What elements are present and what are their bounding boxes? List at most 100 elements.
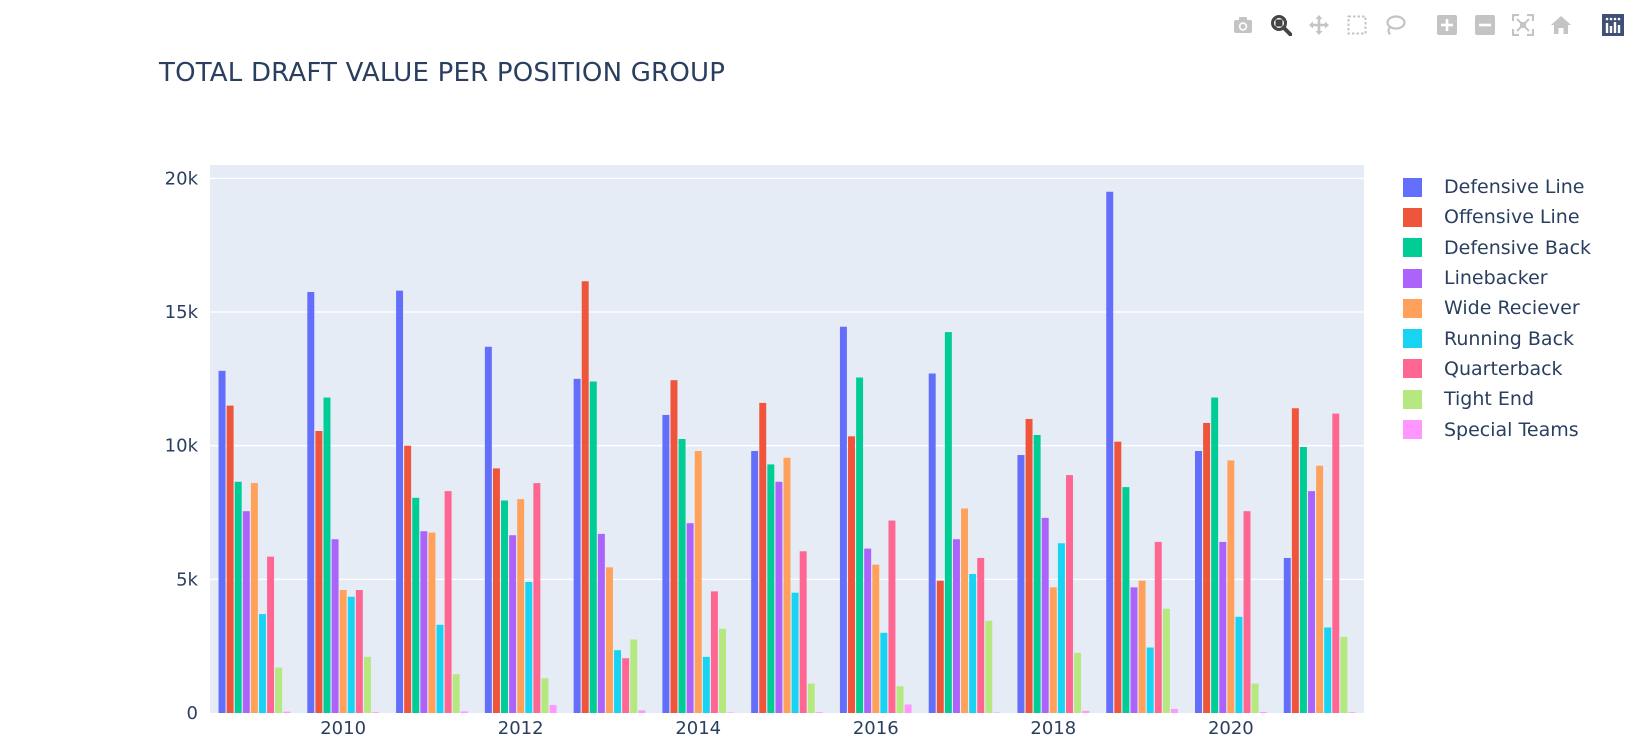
bar-linebacker-2010[interactable] [331, 539, 339, 713]
bar-special-teams-2015[interactable] [815, 712, 823, 713]
bar-tight-end-2016[interactable] [896, 686, 904, 713]
bar-quarterback-2013[interactable] [622, 658, 630, 713]
legend-item[interactable]: Tight End [1403, 384, 1591, 414]
bar-linebacker-2012[interactable] [509, 535, 517, 713]
bar-offensive-line-2012[interactable] [492, 468, 500, 713]
bar-offensive-line-2016[interactable] [848, 436, 855, 713]
bar-tight-end-2009[interactable] [275, 667, 283, 713]
bar-wide-reciever-2020[interactable] [1227, 460, 1235, 713]
bar-linebacker-2016[interactable] [864, 548, 872, 713]
legend-item[interactable]: Defensive Line [1403, 172, 1591, 202]
bar-linebacker-2011[interactable] [420, 531, 428, 713]
autoscale-button[interactable] [1506, 10, 1540, 40]
bar-defensive-back-2020[interactable] [1211, 397, 1219, 713]
bar-special-teams-2012[interactable] [549, 704, 557, 713]
legend-item[interactable]: Linebacker [1403, 263, 1591, 293]
bar-defensive-line-2019[interactable] [1106, 191, 1114, 714]
bar-defensive-back-2010[interactable] [323, 397, 331, 713]
bar-linebacker-2014[interactable] [686, 523, 694, 713]
bar-running-back-2014[interactable] [702, 656, 710, 713]
bar-special-teams-2016[interactable] [904, 704, 912, 713]
bar-defensive-back-2014[interactable] [678, 439, 686, 713]
bar-linebacker-2009[interactable] [242, 511, 250, 713]
bar-defensive-line-2017[interactable] [928, 373, 936, 713]
bar-offensive-line-2010[interactable] [315, 430, 323, 713]
bar-quarterback-2020[interactable] [1243, 511, 1251, 713]
bar-quarterback-2014[interactable] [710, 591, 718, 713]
bar-linebacker-2013[interactable] [597, 533, 605, 713]
plotly-logo-button[interactable] [1596, 10, 1630, 40]
bar-running-back-2015[interactable] [791, 592, 799, 713]
bar-quarterback-2019[interactable] [1154, 541, 1162, 713]
bar-special-teams-2013[interactable] [638, 710, 646, 713]
bar-quarterback-2018[interactable] [1066, 475, 1073, 713]
bar-defensive-line-2012[interactable] [484, 346, 492, 713]
bar-tight-end-2010[interactable] [363, 656, 371, 713]
bar-defensive-line-2009[interactable] [218, 370, 226, 713]
bar-defensive-line-2013[interactable] [573, 378, 581, 713]
bar-special-teams-2011[interactable] [460, 711, 468, 713]
legend-item[interactable]: Wide Reciever [1403, 293, 1591, 323]
bar-offensive-line-2018[interactable] [1025, 418, 1033, 713]
bar-special-teams-2017[interactable] [993, 712, 1001, 713]
bar-running-back-2019[interactable] [1146, 647, 1154, 713]
bar-running-back-2012[interactable] [525, 582, 533, 713]
bar-linebacker-2021[interactable] [1308, 491, 1316, 713]
bar-special-teams-2014[interactable] [727, 712, 735, 713]
bar-offensive-line-2017[interactable] [936, 580, 944, 713]
zoom-out-button[interactable] [1468, 10, 1502, 40]
bar-special-teams-2018[interactable] [1082, 710, 1090, 713]
bar-running-back-2010[interactable] [347, 596, 355, 713]
bar-tight-end-2014[interactable] [719, 628, 726, 713]
bar-tight-end-2015[interactable] [807, 683, 815, 713]
bar-running-back-2017[interactable] [969, 574, 977, 713]
bar-tight-end-2012[interactable] [541, 678, 549, 713]
bar-linebacker-2020[interactable] [1219, 541, 1227, 713]
bar-wide-reciever-2019[interactable] [1138, 580, 1146, 713]
lasso-select-button[interactable] [1378, 10, 1412, 40]
bar-defensive-line-2014[interactable] [662, 414, 670, 713]
bar-wide-reciever-2018[interactable] [1049, 587, 1057, 713]
bar-special-teams-2009[interactable] [283, 711, 291, 713]
bar-defensive-line-2020[interactable] [1195, 451, 1202, 713]
bar-special-teams-2019[interactable] [1170, 708, 1178, 713]
bar-tight-end-2017[interactable] [985, 620, 993, 713]
bar-defensive-back-2017[interactable] [944, 332, 952, 713]
bar-offensive-line-2020[interactable] [1203, 422, 1211, 713]
bar-defensive-back-2009[interactable] [234, 481, 242, 713]
bar-tight-end-2011[interactable] [452, 674, 460, 713]
bar-quarterback-2015[interactable] [799, 551, 807, 713]
bar-defensive-back-2019[interactable] [1122, 487, 1130, 713]
bar-quarterback-2017[interactable] [977, 557, 985, 713]
bar-special-teams-2020[interactable] [1259, 711, 1267, 713]
bar-defensive-line-2010[interactable] [307, 291, 315, 713]
bar-offensive-line-2011[interactable] [404, 445, 412, 713]
bar-offensive-line-2015[interactable] [759, 402, 767, 713]
bar-running-back-2013[interactable] [614, 650, 622, 713]
home-button[interactable] [1544, 10, 1578, 40]
legend-item[interactable]: Special Teams [1403, 414, 1591, 444]
bar-offensive-line-2021[interactable] [1291, 408, 1299, 713]
bar-tight-end-2018[interactable] [1074, 652, 1082, 713]
bar-defensive-back-2018[interactable] [1033, 434, 1041, 713]
bar-wide-reciever-2014[interactable] [694, 451, 702, 713]
bar-defensive-back-2011[interactable] [412, 497, 420, 713]
bar-quarterback-2021[interactable] [1332, 413, 1340, 713]
legend-item[interactable]: Quarterback [1403, 354, 1591, 384]
bar-defensive-line-2021[interactable] [1283, 557, 1291, 713]
bar-quarterback-2009[interactable] [267, 556, 275, 713]
zoom-in-button[interactable] [1430, 10, 1464, 40]
bar-defensive-line-2015[interactable] [751, 451, 759, 713]
bar-linebacker-2018[interactable] [1041, 517, 1049, 713]
bar-running-back-2009[interactable] [258, 614, 266, 713]
zoom-button[interactable] [1264, 10, 1298, 40]
bar-offensive-line-2013[interactable] [581, 281, 589, 713]
bar-wide-reciever-2010[interactable] [339, 590, 347, 713]
bar-quarterback-2016[interactable] [888, 520, 896, 713]
bar-tight-end-2021[interactable] [1340, 636, 1348, 713]
bar-wide-reciever-2017[interactable] [961, 508, 969, 714]
bar-defensive-line-2011[interactable] [396, 290, 404, 713]
bar-tight-end-2019[interactable] [1162, 608, 1170, 713]
box-select-button[interactable] [1340, 10, 1374, 40]
legend-item[interactable]: Running Back [1403, 323, 1591, 353]
